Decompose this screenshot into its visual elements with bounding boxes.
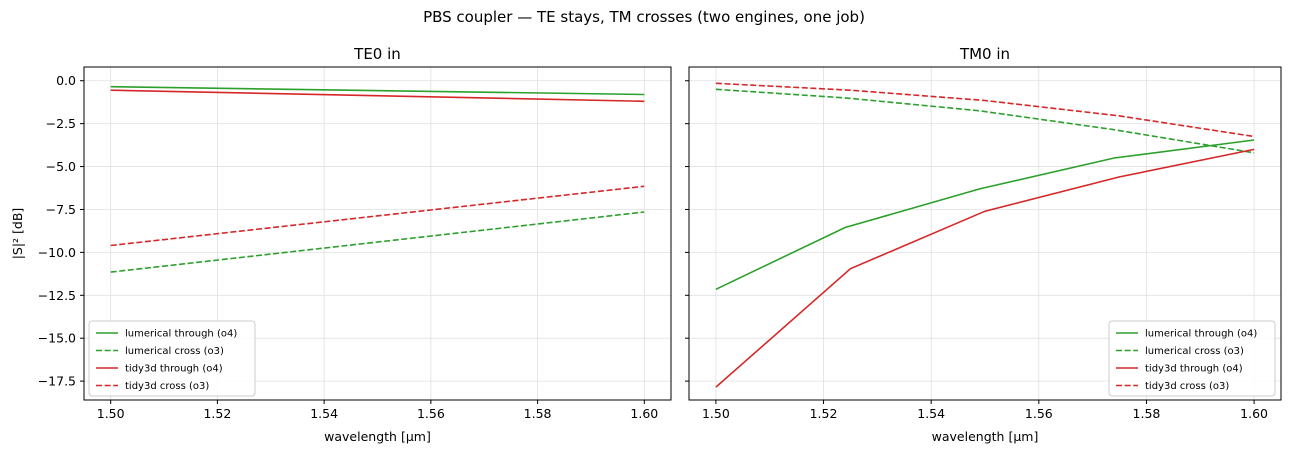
legend-entry-label: tidy3d through (o4) [125,364,223,375]
x-tick-label: 1.50 [97,406,125,421]
panel-te0: 1.50 1.52 1.54 1.56 1.58 1.60 0.0 −2.5 −5.0 −7.5 −… [10,45,672,444]
y-tick-label: 0.0 [56,73,76,88]
legend-entry-label: lumerical cross (o3) [1145,346,1244,357]
x-tick-label: 1.56 [1025,406,1053,421]
y-tick-label: −12.5 [38,288,76,303]
y-tick-label: −15.0 [38,331,76,346]
legend-entry-label: lumerical through (o4) [125,329,237,340]
series-line-lumerical-cross [715,88,1255,154]
x-tick-label: 1.58 [1133,406,1161,421]
legend-entry-label: tidy3d cross (o3) [1145,381,1229,392]
y-axis-label: |S|² [dB] [10,208,25,260]
legend-entry-label: lumerical through (o4) [1145,329,1257,340]
legend: lumerical through (o4) lumerical cross (o… [1108,320,1276,397]
legend: lumerical through (o4) lumerical cross (o… [88,320,256,397]
panel-title: TE0 in [353,45,401,63]
panel-tm0: 1.50 1.52 1.54 1.56 1.58 1.60 TM0 in wavelength… [685,45,1282,444]
legend-entry-label: lumerical cross (o3) [125,346,224,357]
x-tick-label: 1.52 [810,406,838,421]
x-tick-label: 1.60 [1240,406,1268,421]
panel-title: TM0 in [959,45,1010,63]
series-line-tidy3d-through [110,89,645,103]
y-tick-label: −7.5 [46,202,76,217]
x-tick-label: 1.58 [524,406,552,421]
figure-suptitle: PBS coupler — TE stays, TM crosses (two … [423,8,865,26]
y-tick-label: −5.0 [46,159,76,174]
series-line-lumerical-cross [110,211,645,273]
axes-frame [688,66,1282,401]
series-line-lumerical-through [715,139,1255,291]
legend-entry-label: tidy3d cross (o3) [125,381,209,392]
legend-box [1108,320,1276,397]
series-line-tidy3d-through [715,148,1255,388]
y-tick-label: −2.5 [46,116,76,131]
series-line-tidy3d-cross [110,185,645,247]
x-tick-label: 1.54 [917,406,945,421]
y-tick-label: −10.0 [38,245,76,260]
legend-entry-label: tidy3d through (o4) [1145,364,1243,375]
series-line-lumerical-through [110,85,645,96]
x-tick-label: 1.50 [702,406,730,421]
x-tick-label: 1.56 [417,406,445,421]
y-tick-label: −17.5 [38,374,76,389]
x-tick-label: 1.52 [203,406,231,421]
series-line-tidy3d-cross [715,82,1255,138]
x-tick-label: 1.60 [630,406,658,421]
x-tick-label: 1.54 [310,406,338,421]
legend-box [88,320,256,397]
axes-frame [83,66,672,401]
x-axis-label: wavelength [µm] [324,429,431,444]
x-axis-label: wavelength [µm] [932,429,1039,444]
